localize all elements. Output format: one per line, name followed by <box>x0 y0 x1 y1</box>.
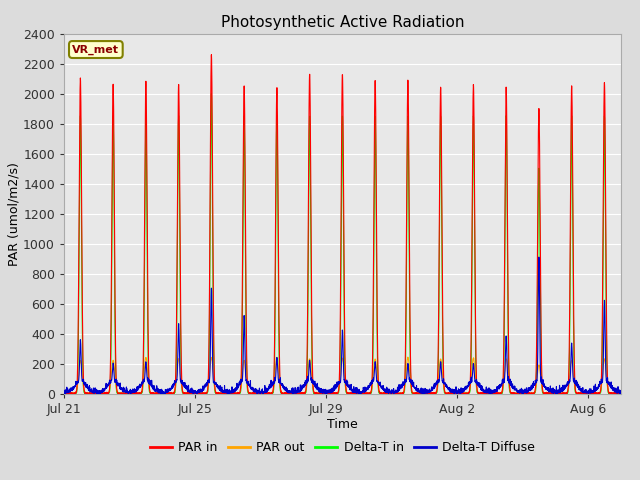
Y-axis label: PAR (umol/m2/s): PAR (umol/m2/s) <box>7 162 20 265</box>
X-axis label: Time: Time <box>327 419 358 432</box>
Legend: PAR in, PAR out, Delta-T in, Delta-T Diffuse: PAR in, PAR out, Delta-T in, Delta-T Dif… <box>145 436 540 459</box>
Title: Photosynthetic Active Radiation: Photosynthetic Active Radiation <box>221 15 464 30</box>
Text: VR_met: VR_met <box>72 44 119 55</box>
